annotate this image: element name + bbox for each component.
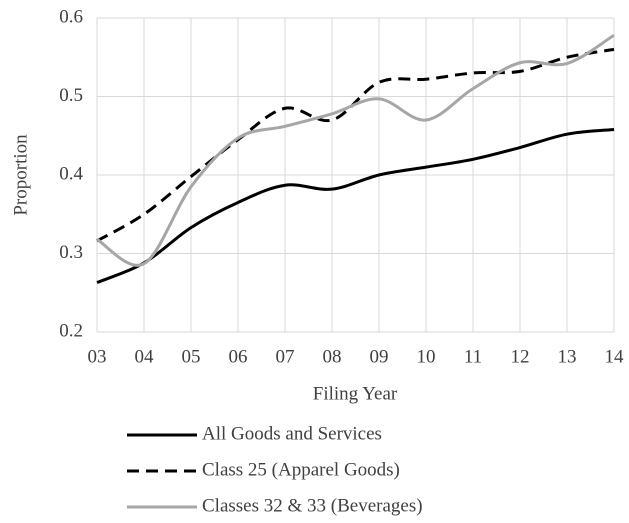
- x-tick-label: 11: [464, 346, 482, 367]
- series-line: [96, 47, 615, 243]
- x-tick-label: 09: [370, 346, 389, 367]
- y-tick-label: 0.4: [59, 163, 83, 184]
- y-tick-label: 0.6: [59, 6, 83, 27]
- y-tick-label: 0.3: [59, 242, 83, 263]
- y-tick-label: 0.2: [59, 320, 83, 341]
- x-tick-label: 14: [605, 346, 625, 367]
- x-tick-label: 12: [511, 346, 530, 367]
- x-tick-label: 04: [135, 346, 155, 367]
- legend-label: Class 25 (Apparel Goods): [202, 459, 400, 480]
- y-axis-title: Proportion: [10, 134, 31, 216]
- x-tick-label: 07: [276, 346, 295, 367]
- y-tick-label: 0.5: [59, 85, 83, 106]
- x-axis-title: Filing Year: [313, 383, 398, 404]
- x-tick-label: 08: [323, 346, 342, 367]
- legend-label: Classes 32 & 33 (Beverages): [202, 495, 423, 516]
- x-tick-label: 03: [88, 346, 107, 367]
- legend-label: All Goods and Services: [202, 423, 382, 444]
- x-tick-label: 06: [229, 346, 248, 367]
- x-tick-label: 10: [417, 346, 436, 367]
- x-tick-label: 05: [182, 346, 201, 367]
- series-line: [96, 127, 615, 284]
- x-tick-label: 13: [558, 346, 577, 367]
- series-line: [96, 33, 615, 267]
